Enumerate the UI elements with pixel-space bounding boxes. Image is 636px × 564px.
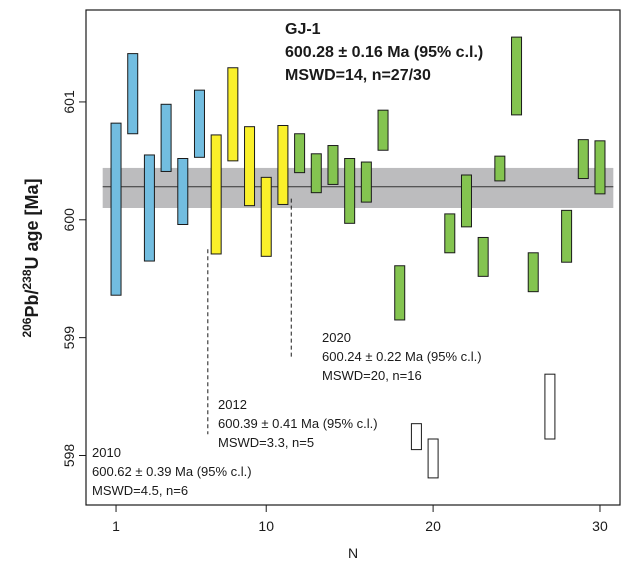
- data-box-22: [460, 174, 472, 228]
- annotation-2010-stats: MSWD=4.5, n=6: [92, 483, 188, 498]
- data-box-16: [360, 161, 372, 203]
- y-tick-label-598: 598: [61, 444, 77, 468]
- x-tick-label-1: 1: [112, 518, 120, 534]
- y-tick-label-599: 599: [61, 326, 77, 350]
- data-box-27: [544, 373, 556, 440]
- data-box-13: [310, 153, 322, 194]
- data-box-10: [260, 176, 272, 257]
- headline-sample: GJ-1: [285, 21, 321, 38]
- annotation-2020-stats: MSWD=20, n=16: [322, 368, 422, 383]
- axis-layer: 1 10 20 30 598 599 600 601: [61, 90, 608, 534]
- data-box-30: [594, 140, 606, 195]
- data-box-29: [577, 139, 589, 180]
- data-box-21: [444, 213, 456, 254]
- y-tick-label-601: 601: [61, 90, 77, 114]
- data-box-layer: [110, 36, 606, 479]
- data-box-15: [344, 158, 356, 224]
- annotation-2010-age: 600.62 ± 0.39 Ma (95% c.l.): [92, 464, 252, 479]
- x-axis-label: N: [348, 545, 358, 561]
- data-box-2: [127, 53, 139, 135]
- headline-stats: MSWD=14, n=27/30: [285, 67, 431, 84]
- data-box-18: [394, 265, 406, 321]
- y-tick-label-600: 600: [61, 208, 77, 232]
- data-box-5: [177, 158, 189, 225]
- data-box-17: [377, 109, 389, 151]
- headline-age: 600.28 ± 0.16 Ma (95% c.l.): [285, 44, 483, 61]
- divider-layer: [207, 198, 292, 435]
- data-box-7: [210, 134, 222, 255]
- data-box-3: [143, 154, 155, 262]
- x-tick-label-20: 20: [425, 518, 441, 534]
- data-box-6: [193, 89, 205, 158]
- x-tick-label-30: 30: [592, 518, 608, 534]
- data-box-14: [327, 145, 339, 185]
- data-box-26: [527, 252, 539, 293]
- data-box-8: [227, 67, 239, 162]
- y-axis-label-sup1: 206: [20, 317, 34, 337]
- y-axis-label-part2: U age [Ma]: [22, 178, 42, 269]
- y-axis-label: 206Pb/238U age [Ma]: [20, 178, 42, 337]
- data-box-28: [561, 209, 573, 263]
- data-box-12: [294, 133, 306, 174]
- y-axis-label-part1: Pb/: [22, 290, 42, 318]
- data-box-11: [277, 125, 289, 205]
- data-box-1: [110, 122, 122, 296]
- data-box-4: [160, 103, 172, 172]
- data-box-19: [410, 423, 422, 451]
- annotation-2020-age: 600.24 ± 0.22 Ma (95% c.l.): [322, 349, 482, 364]
- data-box-20: [427, 438, 439, 479]
- data-box-9: [244, 126, 256, 207]
- annotation-2010-name: 2010: [92, 445, 121, 460]
- data-box-23: [477, 236, 489, 277]
- x-tick-label-10: 10: [258, 518, 274, 534]
- plot-frame: [85, 9, 621, 506]
- annotation-2020-name: 2020: [322, 330, 351, 345]
- annotation-2012-stats: MSWD=3.3, n=5: [218, 435, 314, 450]
- data-box-24: [494, 155, 506, 182]
- y-axis-label-sup2: 238: [20, 269, 34, 289]
- annotation-2012-name: 2012: [218, 397, 247, 412]
- annotation-2012-age: 600.39 ± 0.41 Ma (95% c.l.): [218, 416, 378, 431]
- data-box-25: [511, 36, 523, 116]
